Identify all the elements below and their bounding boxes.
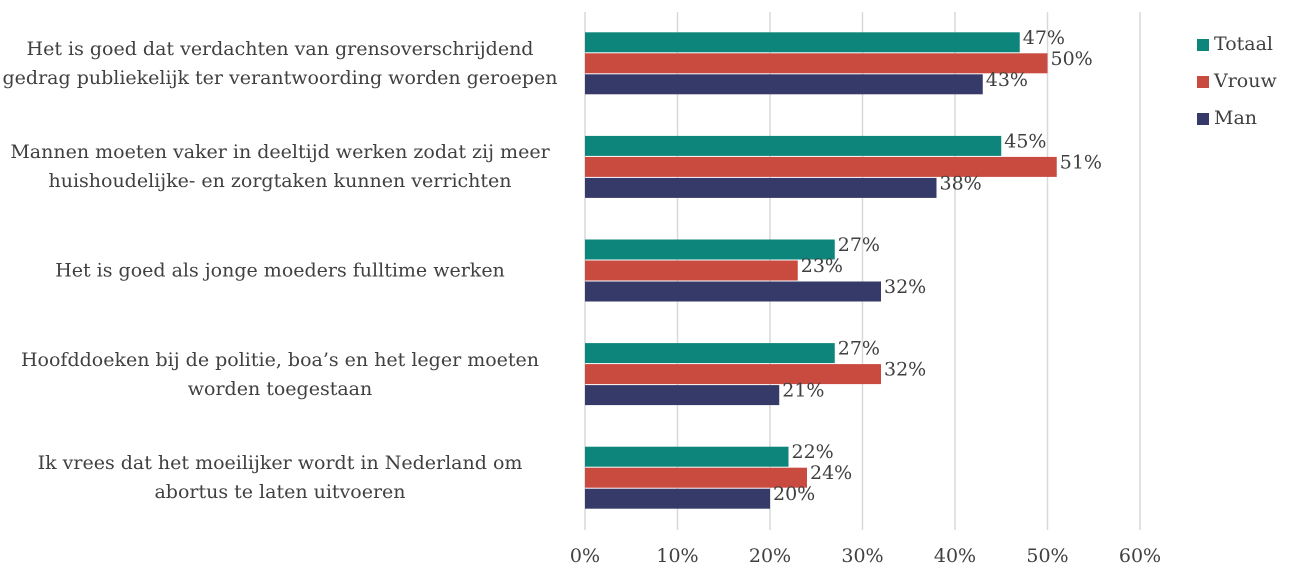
x-tick-label: 20%: [749, 545, 791, 567]
category-label: Hoofddoeken bij de politie, boa’s en het…: [20, 348, 540, 400]
data-label: 50%: [1051, 48, 1093, 70]
category-label: Mannen moeten vaker in deeltijd werken z…: [10, 141, 550, 193]
data-label: 23%: [801, 255, 843, 277]
bar: [585, 260, 798, 281]
bar: [585, 343, 835, 364]
legend-label: Totaal: [1214, 33, 1273, 55]
legend-swatch: [1197, 39, 1209, 51]
data-label: 27%: [838, 338, 880, 360]
bar: [585, 53, 1048, 74]
x-tick-label: 60%: [1119, 545, 1161, 567]
category-label: Het is goed als jonge moeders fulltime w…: [55, 259, 505, 282]
data-label: 27%: [838, 234, 880, 256]
category-label: Het is goed dat verdachten van grensover…: [2, 37, 558, 89]
bar: [585, 364, 881, 385]
x-tick-label: 50%: [1026, 545, 1068, 567]
legend-label: Vrouw: [1213, 70, 1277, 92]
legend-swatch: [1197, 113, 1209, 125]
bar: [585, 467, 807, 488]
data-label: 45%: [1004, 130, 1046, 152]
bar: [585, 156, 1057, 177]
bar: [585, 239, 835, 260]
data-label: 20%: [773, 483, 815, 505]
data-label: 32%: [884, 359, 926, 381]
data-label: 47%: [1023, 27, 1065, 49]
data-label: 51%: [1060, 151, 1102, 173]
data-label: 24%: [810, 462, 852, 484]
data-label: 38%: [940, 172, 982, 194]
bar: [585, 446, 789, 467]
legend-swatch: [1197, 76, 1209, 88]
x-tick-label: 40%: [934, 545, 976, 567]
bar: [585, 488, 770, 509]
x-tick-label: 10%: [656, 545, 698, 567]
bar: [585, 74, 983, 95]
legend-label: Man: [1214, 107, 1257, 129]
bar: [585, 385, 780, 406]
x-tick-label: 0%: [570, 545, 600, 567]
bar: [585, 135, 1002, 156]
data-label: 21%: [782, 380, 824, 402]
bar: [585, 281, 881, 302]
data-label: 22%: [792, 441, 834, 463]
x-tick-label: 30%: [841, 545, 883, 567]
data-label: 43%: [986, 69, 1028, 91]
bar: [585, 32, 1020, 53]
bar: [585, 177, 937, 198]
category-label: Ik vrees dat het moeilijker wordt in Ned…: [37, 452, 523, 504]
data-label: 32%: [884, 276, 926, 298]
